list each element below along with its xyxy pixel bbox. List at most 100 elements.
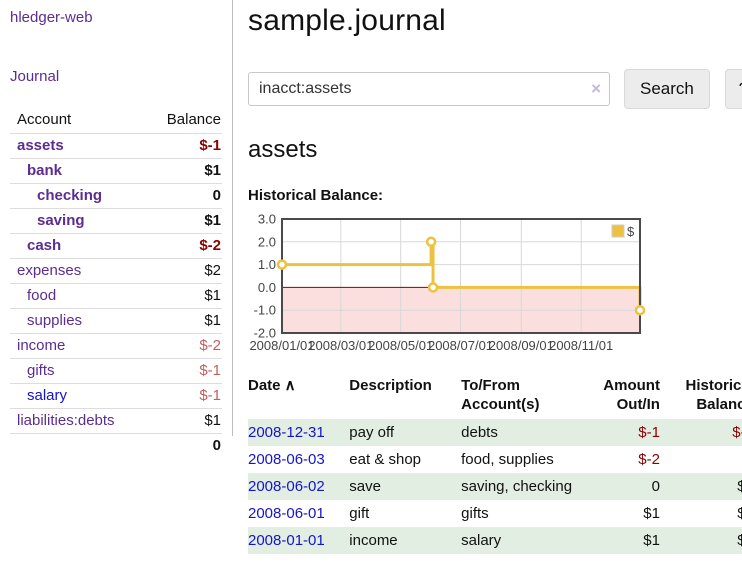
account-link-liabilities-debts[interactable]: liabilities:debts [17, 412, 115, 429]
txn-header-amount-out-in: Amount Out/In [603, 377, 660, 413]
account-balance: $-2 [199, 337, 221, 354]
account-link-saving[interactable]: saving [37, 212, 85, 229]
transaction-row: 2008-06-01 gift gifts $1 $2 [248, 500, 742, 527]
svg-text:-1.0: -1.0 [254, 303, 276, 318]
account-row: gifts $-1 [10, 358, 222, 384]
account-balance: $1 [204, 162, 221, 179]
account-link-assets[interactable]: assets [17, 137, 64, 154]
transaction-row: 2008-06-02 save saving, checking 0 $2 [248, 473, 742, 500]
account-row: assets $-1 [10, 133, 222, 159]
balance-chart: $3.0 2.0 1.0 0.0 -1.0 -2.02008/01/012008/03/0… [249, 212, 646, 353]
accounts-header-account: Account [17, 111, 72, 128]
account-heading: assets [248, 136, 318, 163]
accounts-header-balance: Balance [166, 111, 221, 128]
txn-balance: $-1 [732, 424, 742, 441]
account-balance: $-2 [199, 237, 221, 254]
txn-description: gift [349, 505, 370, 522]
account-row: liabilities:debts $1 [10, 408, 222, 434]
svg-text:-2.0: -2.0 [254, 326, 276, 341]
txn-description: income [349, 532, 398, 549]
account-link-checking[interactable]: checking [37, 187, 103, 204]
txn-amount: $-1 [638, 424, 660, 441]
accounts-total-row: 0 [10, 433, 222, 459]
txn-header-to-from-account-s-: To/From Account(s) [461, 377, 540, 413]
account-link-supplies[interactable]: supplies [27, 312, 83, 329]
txn-description: save [349, 478, 381, 495]
accounts-table: Account Balance assets $-1 bank $1 checking 0… [10, 109, 222, 458]
txn-amount: 0 [651, 478, 660, 495]
transactions-header: Date ∧ Description To/From Account(s) Amount… [248, 374, 742, 419]
txn-accounts: gifts [461, 505, 489, 522]
accounts-total-spacer [10, 434, 143, 459]
txn-accounts: saving, checking [461, 478, 573, 495]
sidebar-item-journal[interactable]: Journal [10, 68, 60, 85]
search-input-wrap: × [248, 72, 610, 106]
accounts-header-row: Account Balance [10, 109, 222, 134]
account-row: cash $-2 [10, 233, 222, 259]
txn-amount: $1 [643, 505, 660, 522]
accounts-total-value: 0 [212, 437, 221, 454]
transaction-row: 2008-12-31 pay off debts $-1 $-1 [248, 419, 742, 446]
txn-description: pay off [349, 424, 395, 441]
txn-amount: $1 [643, 532, 660, 549]
transaction-row: 2008-06-03 eat & shop food, supplies $-2 0 [248, 446, 742, 473]
chart-title: Historical Balance: [248, 187, 384, 204]
txn-description: eat & shop [349, 451, 422, 468]
account-link-gifts[interactable]: gifts [27, 362, 55, 379]
txn-date-link[interactable]: 2008-12-31 [248, 424, 325, 441]
account-row: salary $-1 [10, 383, 222, 409]
account-row: supplies $1 [10, 308, 222, 334]
account-row: checking 0 [10, 183, 222, 209]
txn-header-date[interactable]: Date ∧ [248, 377, 296, 394]
clear-search-icon[interactable]: × [591, 79, 601, 99]
account-link-salary[interactable]: salary [27, 387, 68, 404]
account-link-bank[interactable]: bank [27, 162, 63, 179]
sort-asc-icon: ∧ [280, 377, 296, 394]
account-link-cash[interactable]: cash [27, 237, 62, 254]
app-title-link[interactable]: hledger-web [10, 9, 93, 26]
txn-accounts: salary [461, 532, 502, 549]
svg-text:3.0: 3.0 [258, 212, 276, 227]
search-form: × Search ? [248, 69, 742, 109]
transactions-table: Date ∧ Description To/From Account(s) Amount… [248, 374, 742, 554]
account-link-expenses[interactable]: expenses [17, 262, 82, 279]
account-balance: 0 [212, 187, 221, 204]
txn-accounts: debts [461, 424, 498, 441]
svg-text:0.0: 0.0 [258, 280, 276, 295]
txn-amount: $-2 [638, 451, 660, 468]
account-link-income[interactable]: income [17, 337, 66, 354]
svg-text:2008/11/01: 2008/11/01 [549, 338, 613, 353]
svg-text:2008/01/01: 2008/01/01 [249, 338, 314, 353]
account-balance: $-1 [199, 137, 221, 154]
txn-balance: $2 [737, 505, 742, 522]
account-balance: $1 [204, 312, 221, 329]
svg-text:2.0: 2.0 [258, 234, 276, 249]
svg-text:2008/05/01: 2008/05/01 [368, 338, 433, 353]
account-row: food $1 [10, 283, 222, 309]
search-input[interactable] [248, 72, 610, 106]
svg-text:$: $ [627, 224, 635, 239]
svg-text:1.0: 1.0 [258, 257, 276, 272]
account-row: income $-2 [10, 333, 222, 359]
page: hledger-web Journal Account Balance asse… [10, 0, 742, 554]
account-link-food[interactable]: food [27, 287, 57, 304]
txn-date-link[interactable]: 2008-06-02 [248, 478, 325, 495]
account-balance: $1 [204, 212, 221, 229]
account-row: expenses $2 [10, 258, 222, 284]
account-balance: $1 [204, 412, 221, 429]
txn-accounts: food, supplies [461, 451, 554, 468]
svg-text:2008/09/01: 2008/09/01 [489, 338, 554, 353]
account-balance: $-1 [199, 387, 221, 404]
transaction-row: 2008-01-01 income salary $1 $1 [248, 527, 742, 554]
txn-date-link[interactable]: 2008-06-01 [248, 505, 325, 522]
search-button[interactable]: Search [624, 69, 710, 109]
help-button[interactable]: ? [724, 69, 742, 109]
txn-date-link[interactable]: 2008-06-03 [248, 451, 325, 468]
account-balance: $1 [204, 287, 221, 304]
txn-balance: $2 [737, 478, 742, 495]
account-balance: $2 [204, 262, 221, 279]
svg-text:2008/03/01: 2008/03/01 [308, 338, 373, 353]
txn-date-link[interactable]: 2008-01-01 [248, 532, 325, 549]
account-row: bank $1 [10, 158, 222, 184]
accounts-tbody: assets $-1 bank $1 checking 0 saving $1 cash $-2 e… [10, 133, 222, 434]
